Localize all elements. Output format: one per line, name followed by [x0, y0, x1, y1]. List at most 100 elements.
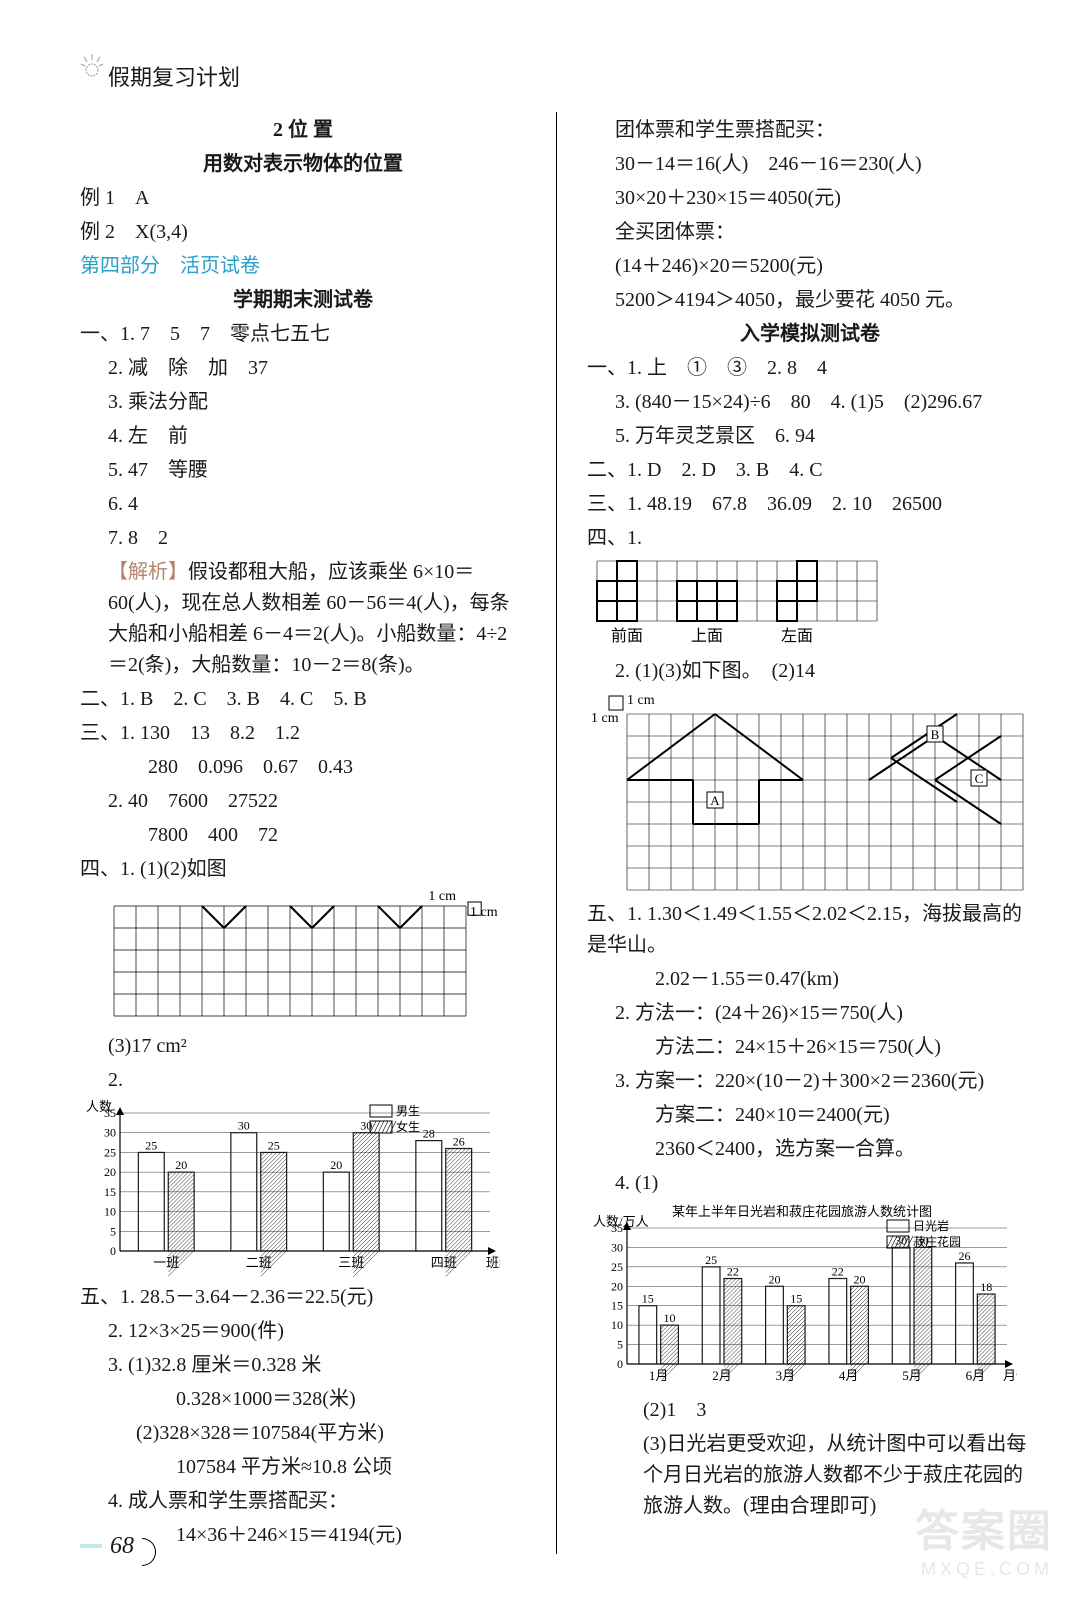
header-title: 假期复习计划	[108, 65, 240, 90]
rq4-2: 2. (1)(3)如下图。 (2)14	[587, 656, 1033, 687]
rq5-3: 3. 方案一：220×(10－2)＋300×2＝2360(元)	[587, 1066, 1033, 1097]
chapter-subtitle: 用数对表示物体的位置	[80, 149, 526, 180]
svg-text:0: 0	[110, 1244, 116, 1258]
q3-1: 三、1. 130 13 8.2 1.2	[80, 718, 526, 749]
svg-text:26: 26	[958, 1249, 970, 1263]
test-title-2: 入学模拟测试卷	[587, 319, 1033, 350]
q1-2: 2. 减 除 加 37	[80, 353, 526, 384]
part-4-heading: 第四部分 活页试卷	[80, 251, 526, 282]
svg-text:6月: 6月	[966, 1368, 986, 1383]
rq1-c: 5. 万年灵芝景区 6. 94	[587, 421, 1033, 452]
grid-figure-1: 1 cm1 cm	[80, 888, 526, 1028]
rq5-1b: 2.02－1.55＝0.47(km)	[587, 964, 1033, 995]
svg-text:一班: 一班	[153, 1255, 179, 1270]
svg-text:B: B	[931, 727, 940, 742]
svg-text:四班: 四班	[431, 1255, 457, 1270]
svg-text:1 cm: 1 cm	[470, 905, 498, 920]
r-top-b: 30－14＝16(人) 246－16＝230(人)	[587, 149, 1033, 180]
svg-text:4月: 4月	[839, 1368, 859, 1383]
svg-text:26: 26	[453, 1134, 465, 1148]
svg-text:10: 10	[104, 1205, 116, 1219]
svg-text:18: 18	[980, 1280, 992, 1294]
svg-text:女生: 女生	[396, 1119, 420, 1134]
svg-text:30: 30	[104, 1126, 116, 1140]
q5-2: 2. 12×3×25＝900(件)	[80, 1316, 526, 1347]
watermark-line1: 答案圈	[915, 1495, 1053, 1559]
analysis-label: 【解析】	[108, 561, 188, 583]
q4-2-label: 2.	[80, 1065, 526, 1096]
q2: 二、1. B 2. C 3. B 4. C 5. B	[80, 684, 526, 715]
svg-text:35: 35	[104, 1106, 116, 1120]
rq5-4-2: (2)1 3	[587, 1395, 1033, 1426]
svg-text:前面: 前面	[611, 627, 643, 645]
svg-text:25: 25	[145, 1138, 157, 1152]
svg-text:A: A	[710, 793, 720, 808]
svg-text:20: 20	[330, 1158, 342, 1172]
q4-1: 四、1. (1)(2)如图	[80, 854, 526, 885]
svg-text:20: 20	[611, 1279, 623, 1293]
rq5-2b: 方法二：24×15＋26×15＝750(人)	[587, 1032, 1033, 1063]
column-divider	[556, 112, 557, 1554]
svg-text:30: 30	[917, 1233, 929, 1247]
svg-text:5月: 5月	[902, 1368, 922, 1383]
q5-3-1: 3. (1)32.8 厘米＝0.328 米	[80, 1350, 526, 1381]
page-footer: 68	[80, 1532, 156, 1560]
svg-text:25: 25	[611, 1260, 623, 1274]
svg-text:左面: 左面	[781, 627, 813, 645]
page-number: 68	[110, 1533, 134, 1560]
svg-text:20: 20	[175, 1158, 187, 1172]
q5-3-2b: 107584 平方米≈10.8 公顷	[80, 1452, 526, 1483]
svg-text:22: 22	[832, 1265, 844, 1279]
svg-text:20: 20	[104, 1165, 116, 1179]
grid-figure-2: 1 cm1 cmABC	[587, 690, 1033, 896]
svg-text:3月: 3月	[776, 1368, 796, 1383]
r-top-c: 30×20＋230×15＝4050(元)	[587, 183, 1033, 214]
q3-2: 2. 40 7600 27522	[80, 786, 526, 817]
svg-text:上面: 上面	[691, 627, 723, 645]
svg-text:班级: 班级	[486, 1255, 500, 1270]
q1-3: 3. 乘法分配	[80, 387, 526, 418]
left-column: 2 位 置 用数对表示物体的位置 例 1 A 例 2 X(3,4) 第四部分 活…	[80, 112, 526, 1554]
svg-text:某年上半年日光岩和菽庄花园旅游人数统计图: 某年上半年日光岩和菽庄花园旅游人数统计图	[672, 1204, 932, 1219]
rq5-3b: 方案二：240×10＝2400(元)	[587, 1100, 1033, 1131]
r-top-d: 全买团体票：	[587, 217, 1033, 248]
q5-4: 4. 成人票和学生票搭配买：	[80, 1486, 526, 1517]
sun-icon	[80, 54, 104, 78]
chapter-title: 2 位 置	[80, 115, 526, 146]
test-title-1: 学期期末测试卷	[80, 285, 526, 316]
svg-text:30: 30	[360, 1119, 372, 1133]
svg-text:15: 15	[790, 1292, 802, 1306]
q5-3-2: (2)328×328＝107584(平方米)	[80, 1418, 526, 1449]
r-top-f: 5200＞4194＞4050，最少要花 4050 元。	[587, 285, 1033, 316]
svg-text:5: 5	[617, 1338, 623, 1352]
svg-text:二班: 二班	[246, 1255, 272, 1270]
svg-text:2月: 2月	[712, 1368, 732, 1383]
page-badge	[80, 1544, 102, 1548]
svg-text:30: 30	[238, 1119, 250, 1133]
q5-1: 五、1. 28.5－3.64－2.36＝22.5(元)	[80, 1282, 526, 1313]
q5-3-1b: 0.328×1000＝328(米)	[80, 1384, 526, 1415]
svg-text:20: 20	[854, 1272, 866, 1286]
rq1-a: 一、1. 上 ① ③ 2. 8 4	[587, 353, 1033, 384]
svg-text:C: C	[975, 771, 984, 786]
q1-6: 6. 4	[80, 489, 526, 520]
svg-text:25: 25	[268, 1138, 280, 1152]
svg-text:25: 25	[104, 1145, 116, 1159]
analysis-block: 【解析】假设都租大船，应该乘坐 6×10＝60(人)，现在总人数相差 60－56…	[80, 557, 526, 681]
page-header: 假期复习计划	[80, 60, 1033, 92]
bar-chart-1: 人数05101520253035男生女生2520一班3025二班2030三班28…	[80, 1099, 526, 1279]
example-1: 例 1 A	[80, 183, 526, 214]
svg-text:30: 30	[611, 1240, 623, 1254]
svg-text:15: 15	[104, 1185, 116, 1199]
svg-text:15: 15	[642, 1292, 654, 1306]
q1-7: 7. 8 2	[80, 523, 526, 554]
watermark: 答案圈 MXQE.COM	[915, 1495, 1053, 1580]
svg-text:三班: 三班	[338, 1255, 364, 1270]
rq5-2: 2. 方法一：(24＋26)×15＝750(人)	[587, 998, 1033, 1029]
rq5-4-1: 4. (1)	[587, 1168, 1033, 1199]
q4-1-3: (3)17 cm²	[80, 1031, 526, 1062]
page-bracket-icon	[142, 1538, 156, 1566]
svg-text:10: 10	[611, 1318, 623, 1332]
svg-text:28: 28	[423, 1127, 435, 1141]
svg-text:22: 22	[727, 1265, 739, 1279]
